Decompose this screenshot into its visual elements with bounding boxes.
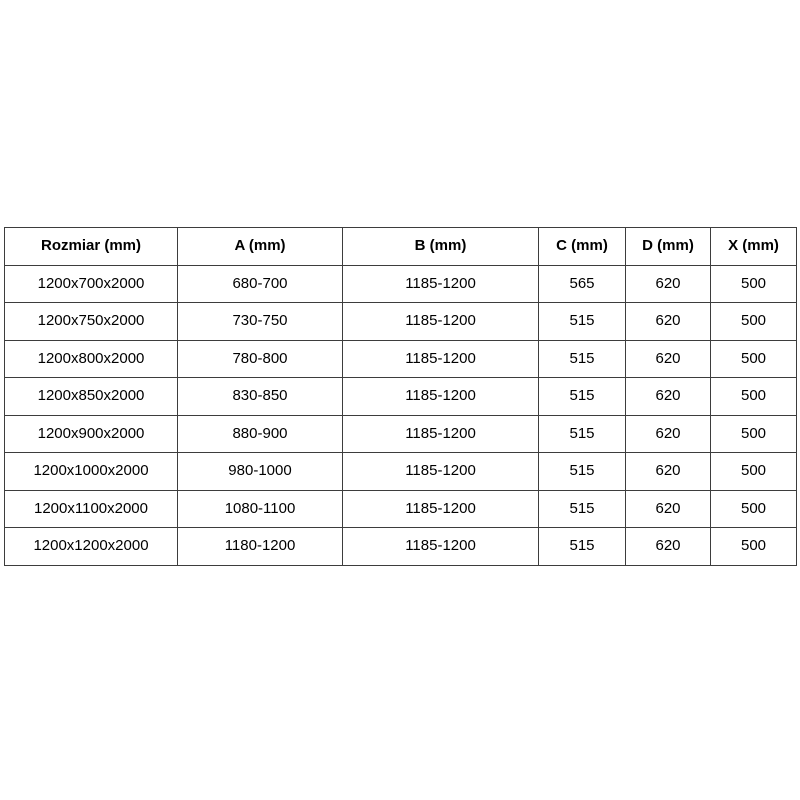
table-cell: 1200x1000x2000 [4,452,178,491]
table-cell: 500 [710,489,797,528]
table-row: 1200x850x2000 830-850 1185-1200 515 620 … [4,377,797,416]
header-cell-b: B (mm) [342,227,539,266]
table-cell: 620 [625,414,711,453]
table-cell: 500 [710,302,797,341]
table-cell: 1200x850x2000 [4,377,178,416]
table-row: 1200x700x2000 680-700 1185-1200 565 620 … [4,264,797,303]
table-cell: 1185-1200 [342,264,539,303]
table-cell: 880-900 [177,414,343,453]
table-cell: 1185-1200 [342,414,539,453]
table-cell: 620 [625,377,711,416]
table-cell: 620 [625,339,711,378]
table-cell: 620 [625,264,711,303]
table-cell: 565 [538,264,626,303]
table-cell: 620 [625,527,711,566]
table-cell: 680-700 [177,264,343,303]
table-body: 1200x700x2000 680-700 1185-1200 565 620 … [4,264,797,566]
spec-table-container: Rozmiar (mm) A (mm) B (mm) C (mm) D (mm)… [4,227,797,566]
table-cell: 980-1000 [177,452,343,491]
table-cell: 620 [625,489,711,528]
table-cell: 1185-1200 [342,489,539,528]
table-row: 1200x1100x2000 1080-1100 1185-1200 515 6… [4,489,797,528]
header-cell-rozmiar: Rozmiar (mm) [4,227,178,266]
header-row: Rozmiar (mm) A (mm) B (mm) C (mm) D (mm)… [4,227,797,266]
table-cell: 515 [538,377,626,416]
table-cell: 515 [538,339,626,378]
table-cell: 780-800 [177,339,343,378]
table-cell: 1200x800x2000 [4,339,178,378]
table-cell: 1180-1200 [177,527,343,566]
table-row: 1200x800x2000 780-800 1185-1200 515 620 … [4,339,797,378]
header-cell-a: A (mm) [177,227,343,266]
table-cell: 730-750 [177,302,343,341]
header-cell-x: X (mm) [710,227,797,266]
table-row: 1200x1200x2000 1180-1200 1185-1200 515 6… [4,527,797,566]
table-cell: 1200x900x2000 [4,414,178,453]
table-cell: 1200x750x2000 [4,302,178,341]
table-cell: 500 [710,377,797,416]
table-cell: 500 [710,527,797,566]
table-cell: 1200x1200x2000 [4,527,178,566]
table-cell: 1185-1200 [342,302,539,341]
table-row: 1200x900x2000 880-900 1185-1200 515 620 … [4,414,797,453]
table-cell: 500 [710,414,797,453]
table-cell: 1080-1100 [177,489,343,528]
table-cell: 830-850 [177,377,343,416]
table-cell: 620 [625,452,711,491]
table-cell: 500 [710,339,797,378]
table-cell: 1200x1100x2000 [4,489,178,528]
table-cell: 515 [538,414,626,453]
table-header: Rozmiar (mm) A (mm) B (mm) C (mm) D (mm)… [4,227,797,266]
table-cell: 500 [710,264,797,303]
table-cell: 1200x700x2000 [4,264,178,303]
table-cell: 1185-1200 [342,377,539,416]
table-cell: 500 [710,452,797,491]
table-cell: 515 [538,489,626,528]
table-cell: 515 [538,452,626,491]
table-cell: 1185-1200 [342,452,539,491]
table-cell: 1185-1200 [342,339,539,378]
table-cell: 515 [538,527,626,566]
size-spec-table: Rozmiar (mm) A (mm) B (mm) C (mm) D (mm)… [4,227,797,566]
table-row: 1200x1000x2000 980-1000 1185-1200 515 62… [4,452,797,491]
table-cell: 515 [538,302,626,341]
header-cell-c: C (mm) [538,227,626,266]
table-cell: 1185-1200 [342,527,539,566]
table-row: 1200x750x2000 730-750 1185-1200 515 620 … [4,302,797,341]
table-cell: 620 [625,302,711,341]
header-cell-d: D (mm) [625,227,711,266]
